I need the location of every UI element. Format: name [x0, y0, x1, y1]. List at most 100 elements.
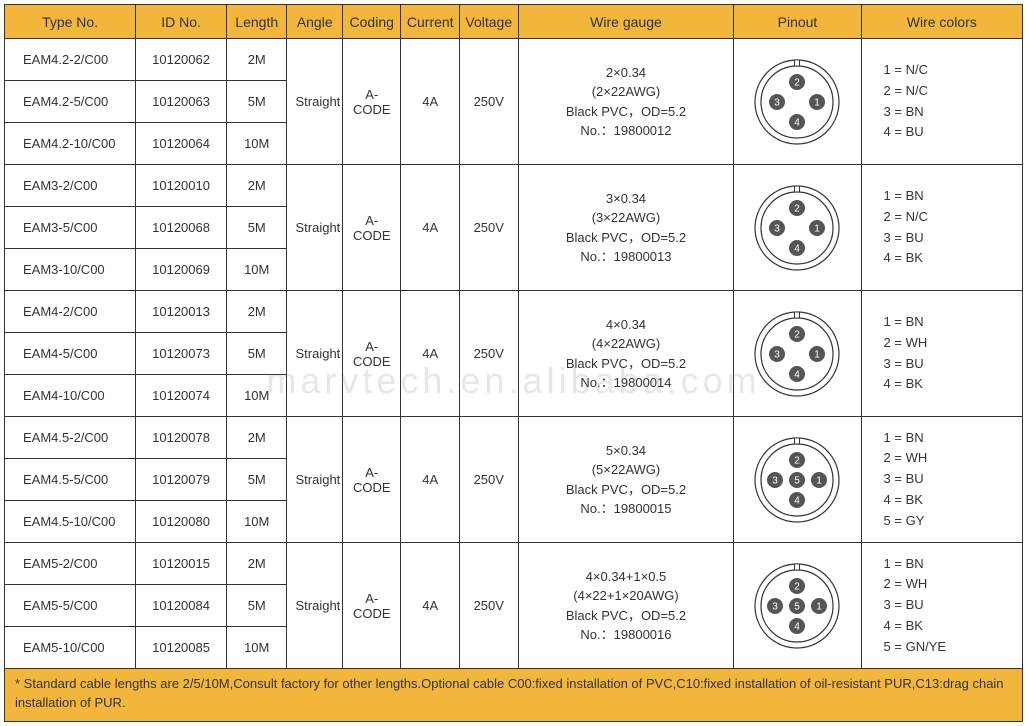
- col-gauge-header: Wire gauge: [518, 5, 734, 39]
- cell-pinout: 21354: [734, 543, 861, 669]
- wire-color-line: 3 = BU: [884, 354, 1022, 375]
- type-no: EAM3-5/C00: [5, 216, 135, 239]
- cell-id: 10120085: [136, 627, 227, 669]
- svg-text:4: 4: [795, 369, 801, 380]
- gauge-line: No.：19800014: [527, 373, 726, 393]
- type-no: EAM4.2-10/C00: [5, 132, 135, 155]
- cell-length: 2M: [226, 543, 287, 585]
- cell-length: 5M: [226, 81, 287, 123]
- cell-length: 2M: [226, 165, 287, 207]
- cell-length: 10M: [226, 123, 287, 165]
- voltage: 250V: [460, 468, 518, 491]
- header-row: Type No. ID No. Length Angle Coding Curr…: [5, 5, 1023, 39]
- coding: A-CODE: [343, 461, 401, 499]
- cell-voltage: 250V: [460, 291, 519, 417]
- col-type-header: Type No.: [5, 5, 136, 39]
- current: 4A: [401, 594, 459, 617]
- cell-angle: Straight: [287, 39, 342, 165]
- length: 5M: [227, 216, 287, 239]
- cell-id: 10120064: [136, 123, 227, 165]
- cell-length: 10M: [226, 627, 287, 669]
- svg-text:4: 4: [795, 495, 801, 506]
- wire-color-line: 4 = BU: [884, 122, 1022, 143]
- cell-length: 2M: [226, 291, 287, 333]
- wire-color-line: 2 = N/C: [884, 207, 1022, 228]
- cell-type: EAM5-5/C00: [5, 585, 136, 627]
- cell-id: 10120063: [136, 81, 227, 123]
- cell-id: 10120073: [136, 333, 227, 375]
- wire-colors: 1 = BN2 = WH3 = BU4 = BK5 = GY: [862, 422, 1022, 538]
- cell-length: 5M: [226, 585, 287, 627]
- gauge-line: Black PVC，OD=5.2: [527, 102, 726, 122]
- cell-length: 5M: [226, 333, 287, 375]
- cell-id: 10120010: [136, 165, 227, 207]
- id-no: 10120010: [136, 174, 226, 197]
- id-no: 10120080: [136, 510, 226, 533]
- voltage: 250V: [460, 342, 518, 365]
- table-row: EAM4.5-2/C00101200782MStraightA-CODE4A25…: [5, 417, 1023, 459]
- svg-text:2: 2: [795, 455, 801, 466]
- current: 4A: [401, 90, 459, 113]
- svg-text:1: 1: [817, 475, 823, 486]
- type-no: EAM4.5-10/C00: [5, 510, 135, 533]
- cell-id: 10120013: [136, 291, 227, 333]
- wire-color-line: 1 = BN: [884, 428, 1022, 449]
- cell-id: 10120062: [136, 39, 227, 81]
- svg-text:3: 3: [775, 223, 781, 234]
- footnote: * Standard cable lengths are 2/5/10M,Con…: [4, 669, 1023, 722]
- svg-text:2: 2: [795, 203, 801, 214]
- wire-colors: 1 = BN2 = N/C3 = BU4 = BK: [862, 180, 1022, 275]
- wire-color-line: 2 = WH: [884, 574, 1022, 595]
- cell-angle: Straight: [287, 543, 342, 669]
- cell-length: 2M: [226, 417, 287, 459]
- cell-coding: A-CODE: [342, 417, 401, 543]
- cell-type: EAM3-5/C00: [5, 207, 136, 249]
- id-no: 10120013: [136, 300, 226, 323]
- cell-current: 4A: [401, 543, 460, 669]
- voltage: 250V: [460, 90, 518, 113]
- id-no: 10120085: [136, 636, 226, 659]
- gauge-line: (3×22AWG): [527, 208, 726, 228]
- wire-color-line: 1 = BN: [884, 186, 1022, 207]
- length: 2M: [227, 174, 287, 197]
- gauge-line: (5×22AWG): [527, 460, 726, 480]
- cell-voltage: 250V: [460, 39, 519, 165]
- cell-pinout: 21354: [734, 417, 861, 543]
- type-no: EAM4.5-2/C00: [5, 426, 135, 449]
- wire-gauge: 5×0.34(5×22AWG)Black PVC，OD=5.2No.：19800…: [519, 437, 734, 523]
- wire-color-line: 1 = N/C: [884, 60, 1022, 81]
- angle: Straight: [287, 468, 341, 491]
- cell-length: 10M: [226, 501, 287, 543]
- wire-color-line: 2 = WH: [884, 333, 1022, 354]
- cell-coding: A-CODE: [342, 543, 401, 669]
- gauge-line: 4×0.34+1×0.5: [527, 567, 726, 587]
- svg-text:5: 5: [795, 601, 801, 612]
- cell-id: 10120078: [136, 417, 227, 459]
- cell-coding: A-CODE: [342, 291, 401, 417]
- angle: Straight: [287, 594, 341, 617]
- length: 2M: [227, 48, 287, 71]
- length: 2M: [227, 300, 287, 323]
- type-no: EAM5-10/C00: [5, 636, 135, 659]
- wire-colors: 1 = BN2 = WH3 = BU4 = BK: [862, 306, 1022, 401]
- wire-gauge: 3×0.34(3×22AWG)Black PVC，OD=5.2No.：19800…: [519, 185, 734, 271]
- cell-type: EAM5-10/C00: [5, 627, 136, 669]
- wire-color-line: 4 = BK: [884, 374, 1022, 395]
- current: 4A: [401, 216, 459, 239]
- id-no: 10120064: [136, 132, 226, 155]
- type-no: EAM5-2/C00: [5, 552, 135, 575]
- cell-coding: A-CODE: [342, 39, 401, 165]
- angle: Straight: [287, 216, 341, 239]
- type-no: EAM5-5/C00: [5, 594, 135, 617]
- cell-pinout: 2134: [734, 291, 861, 417]
- length: 2M: [227, 552, 287, 575]
- cell-length: 2M: [226, 39, 287, 81]
- col-id-header: ID No.: [136, 5, 227, 39]
- cell-type: EAM4.2-10/C00: [5, 123, 136, 165]
- cell-gauge: 4×0.34+1×0.5(4×22+1×20AWG)Black PVC，OD=5…: [518, 543, 734, 669]
- coding: A-CODE: [343, 83, 401, 121]
- coding: A-CODE: [343, 209, 401, 247]
- cell-pinout: 2134: [734, 165, 861, 291]
- svg-text:1: 1: [815, 223, 821, 234]
- type-no: EAM4-2/C00: [5, 300, 135, 323]
